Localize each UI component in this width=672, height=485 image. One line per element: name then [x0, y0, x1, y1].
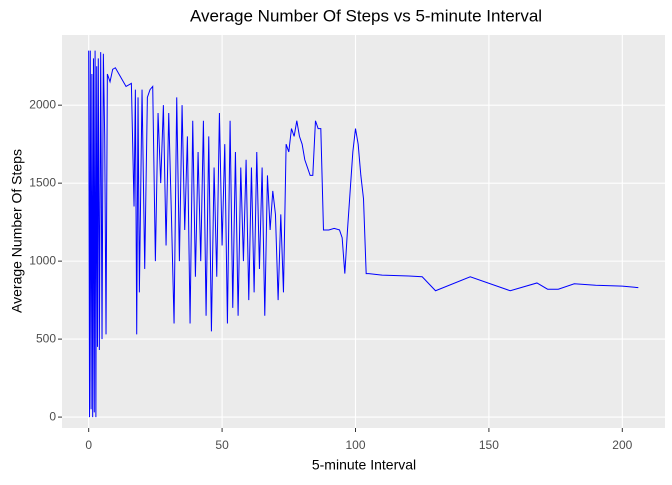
y-tick-label: 1000 [29, 253, 56, 267]
y-axis-title: Average Number Of Steps [9, 149, 25, 313]
line [88, 50, 639, 418]
x-tick-label: 100 [345, 438, 365, 452]
x-tick-label: 200 [612, 438, 632, 452]
y-tick-label: 2000 [29, 97, 56, 111]
x-tick-label: 50 [215, 438, 229, 452]
y-tick-label: 500 [36, 331, 56, 345]
chart-title: Average Number Of Steps vs 5-minute Inte… [190, 6, 542, 25]
x-tick-label: 0 [85, 438, 92, 452]
x-axis-title: 5-minute Interval [312, 457, 416, 473]
y-tick-label: 0 [49, 409, 56, 423]
plot-background [62, 35, 665, 428]
x-tick-label: 150 [479, 438, 499, 452]
y-tick-label: 1500 [29, 175, 56, 189]
